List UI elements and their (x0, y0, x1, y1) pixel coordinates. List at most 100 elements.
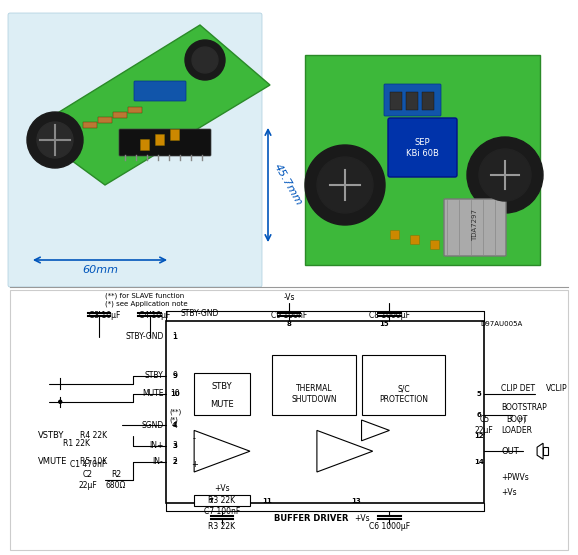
Text: 5: 5 (476, 391, 481, 397)
Bar (113, 112, 127, 118)
FancyBboxPatch shape (155, 134, 165, 145)
Bar (166, 321, 484, 503)
FancyBboxPatch shape (384, 84, 441, 116)
Text: SEP
KBi 60B: SEP KBi 60B (406, 138, 439, 158)
Text: +: + (191, 460, 198, 469)
Text: IN-: IN- (153, 457, 164, 466)
Text: S/C
PROTECTION: S/C PROTECTION (379, 384, 428, 403)
Polygon shape (537, 443, 543, 459)
FancyBboxPatch shape (388, 118, 457, 177)
Text: 12: 12 (474, 432, 484, 438)
FancyBboxPatch shape (444, 199, 506, 256)
Text: 15: 15 (379, 321, 388, 327)
Text: C7 100nF: C7 100nF (204, 507, 240, 516)
Text: 4: 4 (172, 421, 177, 430)
FancyBboxPatch shape (410, 235, 420, 245)
Text: 10: 10 (170, 391, 180, 397)
Bar (390, 92, 402, 110)
Text: C8 1000µF: C8 1000µF (369, 311, 410, 320)
FancyBboxPatch shape (391, 230, 399, 240)
Text: R4 22K: R4 22K (80, 431, 108, 440)
Text: C5
22µF: C5 22µF (475, 416, 494, 435)
Bar (128, 107, 142, 113)
Text: VMUTE: VMUTE (38, 457, 67, 466)
Text: BOOTSTRAP: BOOTSTRAP (501, 402, 547, 411)
FancyBboxPatch shape (431, 240, 439, 250)
Text: +Vs: +Vs (501, 488, 517, 497)
Text: MUTE: MUTE (142, 390, 164, 398)
Text: 14: 14 (474, 458, 484, 465)
Text: +Vs: +Vs (214, 484, 230, 493)
Text: R3 22K: R3 22K (209, 522, 236, 531)
Text: TDA7297: TDA7297 (472, 209, 478, 241)
FancyBboxPatch shape (119, 129, 211, 156)
Text: OUT: OUT (501, 447, 519, 456)
Text: VSTBY: VSTBY (38, 431, 64, 440)
Bar (422, 92, 434, 110)
Bar (83, 122, 97, 128)
Text: 7: 7 (209, 498, 213, 503)
Text: 2: 2 (172, 457, 177, 466)
Text: 4: 4 (172, 422, 177, 428)
Text: IN+: IN+ (149, 441, 164, 451)
Text: (**) for SLAVE function: (**) for SLAVE function (105, 292, 184, 299)
Text: (*) see Application note: (*) see Application note (105, 300, 187, 307)
Polygon shape (194, 430, 250, 472)
Text: SGND: SGND (141, 421, 164, 430)
Polygon shape (362, 420, 390, 441)
FancyBboxPatch shape (140, 139, 150, 150)
Bar (194, 373, 250, 415)
Text: R1 22K: R1 22K (64, 439, 91, 448)
Text: C4 10µF: C4 10µF (139, 311, 171, 320)
Text: C3 10µF: C3 10µF (89, 311, 121, 320)
Text: THERMAL
SHUTDOWN: THERMAL SHUTDOWN (291, 384, 337, 403)
Text: 8: 8 (287, 321, 291, 327)
Text: 13: 13 (351, 498, 361, 503)
Text: D97AU005A: D97AU005A (480, 321, 522, 327)
Bar (362, 355, 445, 415)
Circle shape (479, 149, 531, 201)
Polygon shape (305, 55, 540, 265)
Text: C1 470nF: C1 470nF (70, 460, 106, 469)
Circle shape (185, 40, 225, 80)
Bar (98, 117, 112, 123)
Circle shape (59, 400, 62, 403)
Text: MUTE: MUTE (210, 400, 234, 409)
FancyBboxPatch shape (8, 13, 262, 287)
Text: R2
680Ω: R2 680Ω (106, 470, 126, 490)
Text: 9: 9 (172, 371, 177, 380)
Text: 3: 3 (172, 441, 177, 451)
Circle shape (305, 145, 385, 225)
Circle shape (317, 157, 373, 213)
Text: 60mm: 60mm (82, 265, 118, 275)
Polygon shape (317, 430, 373, 472)
Text: STBY: STBY (144, 371, 164, 380)
Text: VCLIP: VCLIP (546, 384, 568, 393)
FancyBboxPatch shape (171, 129, 180, 140)
Text: 3: 3 (172, 443, 177, 449)
Circle shape (192, 47, 218, 73)
Bar (543, 447, 548, 455)
Circle shape (467, 137, 543, 213)
Text: 6: 6 (476, 412, 481, 418)
Text: 10: 10 (170, 390, 179, 398)
Text: 1: 1 (172, 332, 177, 341)
Text: (*): (*) (518, 417, 527, 423)
Text: (**): (**) (169, 409, 181, 416)
Circle shape (27, 112, 83, 168)
Text: BUFFER DRIVER: BUFFER DRIVER (274, 514, 349, 523)
Text: -: - (192, 433, 195, 443)
Text: 45.7mm: 45.7mm (272, 162, 304, 208)
Text: (*): (*) (169, 417, 178, 423)
Text: 1: 1 (172, 334, 177, 340)
Text: C2
22µF: C2 22µF (79, 470, 98, 490)
Text: CLIP DET: CLIP DET (501, 384, 535, 393)
Text: STBY: STBY (212, 382, 232, 391)
Text: +PWVs: +PWVs (501, 473, 529, 482)
Text: +Vs: +Vs (354, 514, 369, 523)
Text: 11: 11 (262, 498, 272, 503)
Bar (272, 355, 356, 415)
Text: R5 10K: R5 10K (80, 457, 108, 466)
Circle shape (37, 122, 73, 158)
Text: STBY-GND: STBY-GND (125, 332, 164, 341)
